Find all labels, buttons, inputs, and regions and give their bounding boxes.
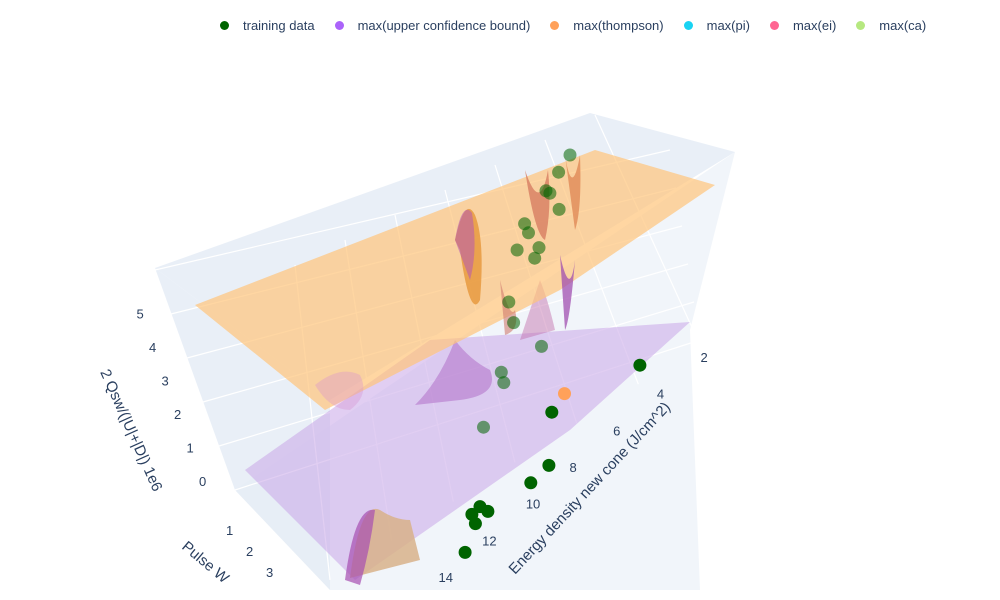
legend-item[interactable]: max(thompson) <box>550 17 664 33</box>
legend-label: max(upper confidence bound) <box>357 17 531 33</box>
upper-surface <box>195 150 715 410</box>
training-point <box>458 545 472 559</box>
y-tick-label: 3 <box>266 565 273 580</box>
x-tick-label: 8 <box>570 460 577 475</box>
training-point <box>502 295 516 309</box>
training-point <box>497 376 511 390</box>
training-point <box>552 165 566 179</box>
legend-label: max(thompson) <box>573 17 664 33</box>
z-tick-label: 0 <box>199 474 206 489</box>
training-point <box>510 243 524 257</box>
legend-marker <box>856 20 866 30</box>
y-axis-title: Pulse W <box>178 538 232 587</box>
training-point <box>494 365 508 379</box>
z-tick-label: 2 <box>174 407 181 422</box>
legend-marker <box>550 20 560 30</box>
x-tick-label: 10 <box>526 497 540 512</box>
legend-marker <box>769 20 779 30</box>
x-tick-label: 14 <box>439 570 453 585</box>
data-markers <box>458 148 647 559</box>
training-point <box>633 358 647 372</box>
legend-item[interactable]: max(ca) <box>856 18 926 33</box>
y-tick-label: 2 <box>246 544 253 559</box>
training-point <box>507 316 521 330</box>
training-point <box>468 517 482 531</box>
legend-item[interactable]: max(pi) <box>683 17 750 33</box>
y-tick-label: 1 <box>226 523 233 538</box>
z-tick-label: 1 <box>187 441 194 456</box>
z-tick-label: 4 <box>149 340 156 355</box>
legend-label: training data <box>243 17 315 33</box>
z-tick-label: 5 <box>137 307 144 322</box>
legend-item[interactable]: max(upper confidence bound) <box>334 17 531 33</box>
legend-marker <box>683 20 693 30</box>
x-tick-label: 12 <box>482 533 496 548</box>
lower-surface <box>245 280 690 585</box>
training-point <box>524 476 538 490</box>
legend-marker <box>220 20 229 30</box>
training-point <box>535 339 548 353</box>
x-tick-label: 4 <box>657 387 664 402</box>
training-point <box>473 500 487 514</box>
legend-label: max(ei) <box>792 17 837 33</box>
training-point <box>522 226 535 240</box>
training-point <box>477 420 490 434</box>
x-tick-label: 6 <box>613 423 620 438</box>
training-point <box>539 184 553 198</box>
training-point <box>552 202 566 216</box>
thompson-max-point <box>558 387 571 401</box>
training-point <box>528 251 542 265</box>
z-axis-title: 2 Qsw/(|U|+|D|) 1e6 <box>96 367 165 494</box>
legend: training data max(upper confidence bound)… <box>220 14 980 36</box>
legend-item[interactable]: max(ei) <box>769 17 837 33</box>
training-point <box>563 148 577 162</box>
legend-label: max(pi) <box>706 17 750 33</box>
z-tick-label: 3 <box>162 374 169 389</box>
x-tick-label: 2 <box>701 350 708 365</box>
training-point <box>545 405 559 419</box>
legend-label: max(ca) <box>879 17 927 33</box>
legend-item[interactable]: training data <box>220 18 315 33</box>
training-point <box>532 241 546 255</box>
legend-marker <box>334 20 344 30</box>
training-point <box>542 458 556 472</box>
